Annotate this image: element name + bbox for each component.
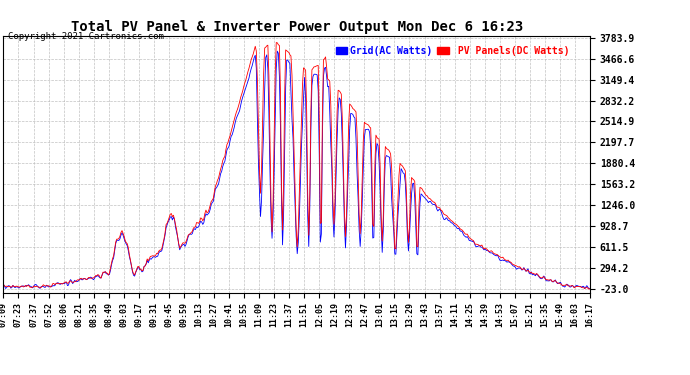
Grid(AC Watts) (584, 286, 593, 291)
Title: Total PV Panel & Inverter Power Output Mon Dec 6 16:23: Total PV Panel & Inverter Power Output M… (70, 21, 523, 34)
 PV Panels(DC Watts) (584, 287, 593, 291)
Grid(AC Watts) (413, 252, 421, 256)
 PV Panels(DC Watts) (413, 244, 421, 249)
Grid(AC Watts) (586, 286, 594, 291)
Grid(AC Watts) (3, 284, 12, 288)
Line:  PV Panels(DC Watts): PV Panels(DC Watts) (3, 42, 590, 289)
Legend: Grid(AC Watts),  PV Panels(DC Watts): Grid(AC Watts), PV Panels(DC Watts) (332, 42, 573, 60)
 PV Panels(DC Watts) (586, 286, 594, 291)
Line: Grid(AC Watts): Grid(AC Watts) (3, 51, 590, 289)
 PV Panels(DC Watts) (380, 167, 388, 172)
Grid(AC Watts) (513, 267, 521, 272)
Text: Copyright 2021 Cartronics.com: Copyright 2021 Cartronics.com (8, 32, 164, 41)
 PV Panels(DC Watts) (48, 284, 56, 288)
Grid(AC Watts) (0, 282, 8, 286)
 PV Panels(DC Watts) (497, 255, 506, 260)
Grid(AC Watts) (380, 184, 388, 188)
 PV Panels(DC Watts) (0, 282, 8, 287)
 PV Panels(DC Watts) (3, 284, 12, 289)
 PV Panels(DC Watts) (272, 40, 280, 45)
 PV Panels(DC Watts) (513, 264, 521, 268)
Grid(AC Watts) (273, 49, 282, 53)
Grid(AC Watts) (497, 258, 506, 262)
Grid(AC Watts) (48, 285, 56, 289)
